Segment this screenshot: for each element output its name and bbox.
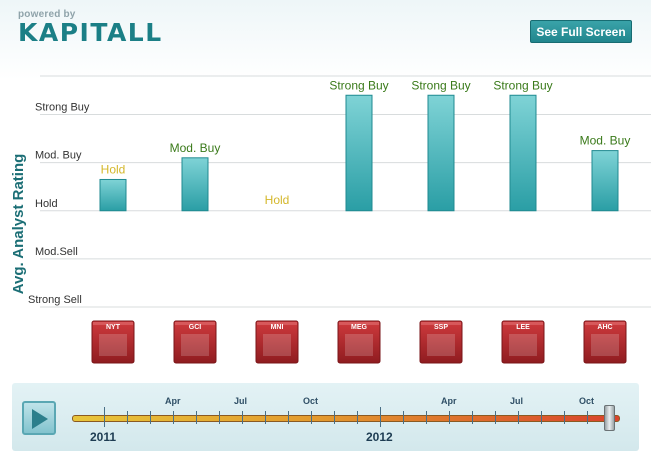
value-label-mni: Hold (265, 193, 290, 207)
logo-mark (263, 334, 291, 356)
timeline-tick (219, 411, 220, 424)
timeline-tick (380, 407, 381, 427)
logo-tile-sheen (93, 322, 133, 325)
y-tick-label: Hold (35, 198, 58, 210)
timeline-tick (288, 411, 289, 424)
company-logo-ahc[interactable]: AHC (583, 320, 627, 364)
timeline-year-label: 2012 (366, 430, 393, 444)
timeline-month-label: Jul (510, 396, 524, 406)
timeline-month-label: Jul (234, 396, 248, 406)
timeline-tick (472, 411, 473, 424)
logo-tile-sheen (257, 322, 297, 325)
ticker-label: MNI (271, 324, 284, 331)
timeline-month-label: Oct (303, 396, 319, 406)
logo-mark (509, 334, 537, 356)
value-label-nyt: Hold (101, 162, 126, 176)
bar-ssp[interactable] (427, 94, 455, 212)
logo-tile (583, 320, 627, 364)
logo-tile (419, 320, 463, 364)
timeline-month-label: Oct (579, 396, 595, 406)
play-button[interactable] (22, 401, 56, 435)
timeline-track[interactable] (72, 415, 620, 422)
bar-meg[interactable] (345, 94, 373, 212)
timeline-tick (334, 411, 335, 424)
y-tick-label: Strong Sell (28, 294, 82, 306)
y-tick-label: Strong Buy (35, 102, 90, 114)
timeline-tick (541, 411, 542, 424)
timeline-tick (587, 411, 588, 424)
timeline-tick (449, 411, 450, 424)
logo-tile (91, 320, 135, 364)
y-tick-label: Mod. Buy (35, 150, 82, 162)
value-label-gci: Mod. Buy (170, 141, 221, 155)
timeline-tick (265, 411, 266, 424)
powered-by-text: powered by (18, 9, 76, 20)
timeline-tick (196, 411, 197, 424)
value-label-lee: Strong Buy (493, 78, 552, 92)
ticker-label: AHC (597, 324, 612, 331)
logo-mark (427, 334, 455, 356)
timeline-tick (357, 411, 358, 424)
logo-tile (173, 320, 217, 364)
company-logo-mni[interactable]: MNI (255, 320, 299, 364)
timeline-tick (242, 411, 243, 424)
kapitall-logo: powered by KAPITALL (18, 9, 163, 47)
logo-mark (181, 334, 209, 356)
timeline-tick (150, 411, 151, 424)
logo-mark (345, 334, 373, 356)
logo-tile-sheen (585, 322, 625, 325)
ticker-label: MEG (351, 324, 368, 331)
logo-tile-sheen (421, 322, 461, 325)
y-tick-label: Mod.Sell (35, 246, 78, 258)
logo-mark (99, 334, 127, 356)
timeline-month-label: Apr (441, 396, 457, 406)
timeline-tick (518, 411, 519, 424)
bar-nyt[interactable] (99, 178, 127, 212)
timeline-month-label: Apr (165, 396, 181, 406)
timeline-tick (426, 411, 427, 424)
timeline-tick (173, 411, 174, 424)
timeline-year-label: 2011 (90, 430, 117, 444)
company-logo-lee[interactable]: LEE (501, 320, 545, 364)
company-logo-ssp[interactable]: SSP (419, 320, 463, 364)
bar-ahc[interactable] (591, 150, 619, 212)
timeline-tick (127, 411, 128, 424)
value-label-ssp: Strong Buy (411, 78, 470, 92)
logo-mark (591, 334, 619, 356)
logo-tile (337, 320, 381, 364)
company-logo-gci[interactable]: GCI (173, 320, 217, 364)
logo-tile-sheen (339, 322, 379, 325)
bar-lee[interactable] (509, 94, 537, 212)
see-full-screen-button[interactable]: See Full Screen (530, 20, 632, 43)
value-label-ahc: Mod. Buy (580, 134, 631, 148)
logo-tile (255, 320, 299, 364)
ticker-label: NYT (106, 324, 121, 331)
logo-tile (501, 320, 545, 364)
company-logo-meg[interactable]: MEG (337, 320, 381, 364)
logo-wordmark: KAPITALL (18, 18, 163, 47)
logo-tile-sheen (175, 322, 215, 325)
timeline-tick (495, 411, 496, 424)
timeline-tick (104, 407, 105, 427)
ticker-label: GCI (189, 324, 202, 331)
timeline-tick (564, 411, 565, 424)
play-icon (32, 409, 48, 429)
timeline-tick (403, 411, 404, 424)
bar-gci[interactable] (181, 157, 209, 212)
logo-tile-sheen (503, 322, 543, 325)
timeline-slider-handle[interactable] (604, 405, 615, 431)
ticker-label: LEE (516, 324, 530, 331)
analyst-rating-chart: Strong Sell Mod.Sell Hold Mod. Buy Strong Bu… (28, 75, 651, 364)
value-label-meg: Strong Buy (329, 78, 388, 92)
timeline-tick (311, 411, 312, 424)
company-logo-nyt[interactable]: NYT (91, 320, 135, 364)
ticker-label: SSP (434, 324, 448, 331)
